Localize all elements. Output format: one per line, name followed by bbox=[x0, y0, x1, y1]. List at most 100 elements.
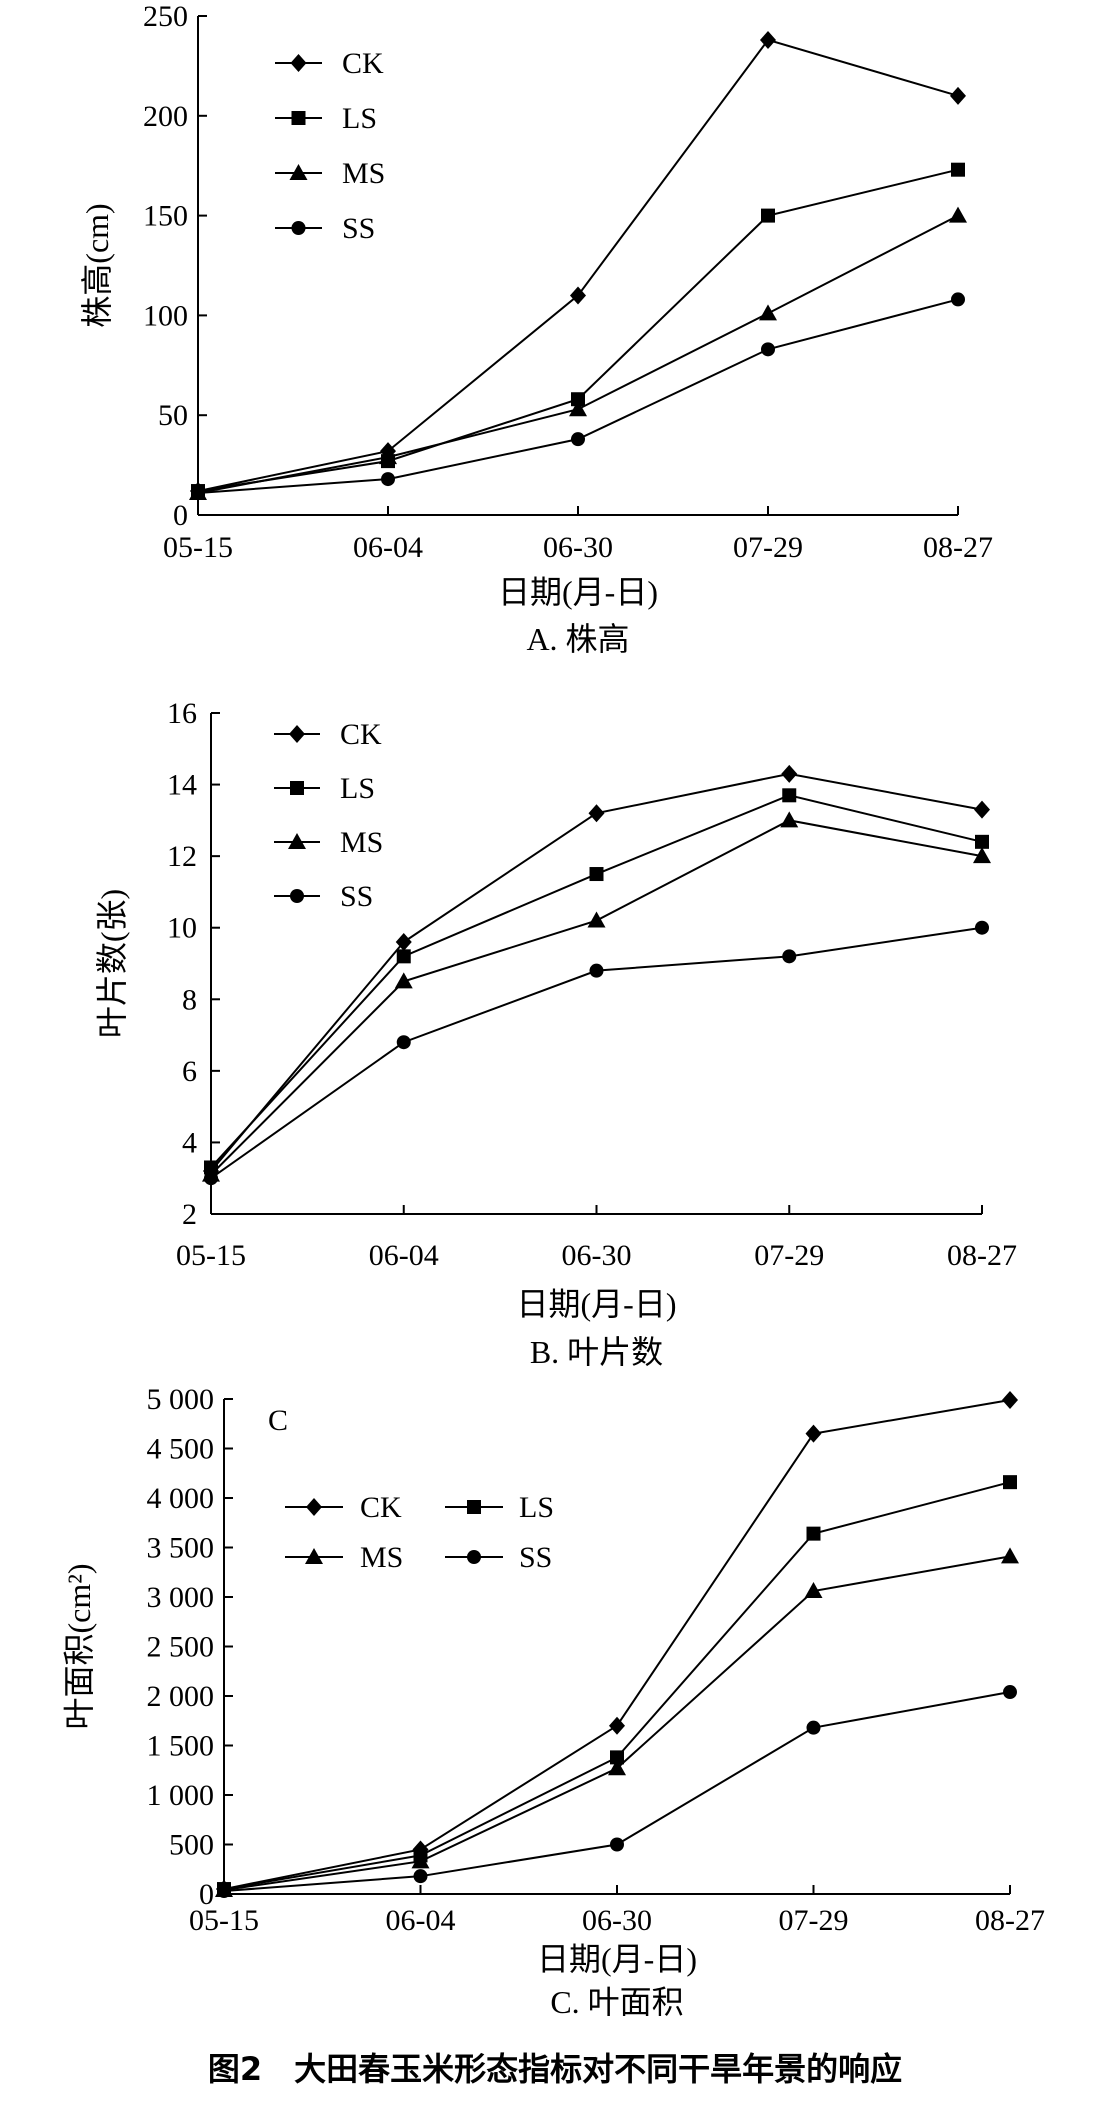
data-point bbox=[805, 1424, 822, 1443]
legend-label: CK bbox=[342, 47, 384, 80]
legend-marker bbox=[291, 221, 306, 235]
x-tick-label: 08-27 bbox=[947, 1239, 1017, 1272]
legend-marker bbox=[306, 1498, 322, 1516]
panel-title: C. 叶面积 bbox=[550, 1984, 683, 2020]
data-point bbox=[782, 788, 797, 803]
data-point bbox=[951, 292, 965, 307]
legend-label: MS bbox=[342, 157, 385, 190]
y-tick-label: 4 000 bbox=[147, 1482, 215, 1515]
data-point bbox=[1001, 1547, 1019, 1564]
data-point bbox=[781, 764, 798, 783]
data-point bbox=[610, 1750, 624, 1765]
data-point bbox=[760, 30, 776, 49]
data-point bbox=[609, 1716, 625, 1735]
legend-marker bbox=[289, 725, 305, 743]
y-tick-label: 12 bbox=[167, 840, 197, 873]
legend-marker bbox=[467, 1500, 481, 1514]
panel-title: A. 株高 bbox=[526, 621, 629, 657]
series-ss bbox=[217, 1685, 1017, 1899]
legend-marker bbox=[289, 164, 308, 180]
legend-label: MS bbox=[340, 826, 383, 859]
legend: CK LS MS SS bbox=[275, 47, 385, 245]
y-tick-label: 4 500 bbox=[147, 1433, 215, 1466]
y-tick-label: 150 bbox=[143, 200, 188, 233]
x-tick-label: 07-29 bbox=[733, 531, 803, 564]
data-point bbox=[570, 286, 586, 305]
x-tick-label: 07-29 bbox=[779, 1904, 849, 1937]
y-tick-label: 1 000 bbox=[147, 1779, 215, 1812]
legend-label: CK bbox=[340, 718, 382, 751]
series-ck bbox=[216, 1390, 1018, 1899]
y-tick-label: 8 bbox=[182, 983, 197, 1016]
series-ss bbox=[204, 920, 989, 1186]
y-tick-label: 2 bbox=[182, 1198, 197, 1231]
y-tick-label: 100 bbox=[143, 299, 188, 332]
data-point bbox=[379, 448, 397, 465]
y-tick-label: 50 bbox=[158, 399, 188, 432]
y-tick-label: 5 000 bbox=[147, 1383, 215, 1416]
x-tick-label: 05-15 bbox=[163, 531, 233, 564]
legend-item-ss: SS bbox=[274, 880, 373, 913]
y-tick-label: 0 bbox=[199, 1878, 214, 1911]
y-tick-label: 500 bbox=[169, 1829, 214, 1862]
data-point bbox=[950, 86, 966, 105]
series-ls bbox=[191, 162, 965, 499]
series-line bbox=[197, 38, 959, 493]
data-point bbox=[1003, 1475, 1017, 1490]
legend-marker bbox=[467, 1550, 481, 1564]
x-axis-label: 日期(月-日) bbox=[498, 574, 658, 610]
data-point bbox=[396, 1035, 411, 1050]
legend: CK LS MS SS bbox=[274, 718, 383, 913]
data-point bbox=[191, 486, 205, 501]
legend-label: SS bbox=[340, 880, 373, 913]
series-line bbox=[210, 794, 983, 1169]
x-tick-label: 08-27 bbox=[923, 531, 993, 564]
legend-label: LS bbox=[519, 1491, 554, 1524]
legend-item-ck: CK bbox=[275, 47, 384, 80]
data-point bbox=[806, 1526, 821, 1541]
y-axis-label: 叶片数(张) bbox=[94, 889, 130, 1038]
x-tick-label: 06-04 bbox=[353, 531, 423, 564]
data-point bbox=[761, 342, 775, 357]
x-tick-label: 06-30 bbox=[543, 531, 613, 564]
legend-item-ls: LS bbox=[275, 102, 377, 135]
data-point bbox=[396, 949, 411, 964]
series-ls bbox=[217, 1475, 1017, 1897]
legend-marker bbox=[291, 111, 306, 125]
chart-panel-3: 0 500 1 000 1 500 2 000 2 500 3 000 3 500 4 000 4… bbox=[61, 1383, 1045, 2020]
legend-marker bbox=[305, 1548, 323, 1564]
series-ms bbox=[202, 811, 991, 1182]
data-point bbox=[381, 472, 395, 487]
data-point bbox=[951, 162, 965, 177]
data-point bbox=[804, 1582, 823, 1599]
data-point bbox=[588, 804, 605, 823]
data-point bbox=[204, 1171, 218, 1186]
chart-panel-2: 2 4 6 8 10 12 14 16 05-15 06-04 06-30 07-29 08-27 叶片数… bbox=[94, 697, 1017, 1370]
data-point bbox=[589, 963, 604, 978]
data-point bbox=[394, 972, 413, 989]
legend-label: SS bbox=[519, 1541, 552, 1574]
legend-label: CK bbox=[360, 1491, 402, 1524]
data-point bbox=[571, 392, 585, 407]
data-point bbox=[217, 1884, 231, 1899]
y-tick-label: 3 000 bbox=[147, 1581, 215, 1614]
legend-item-ck: CK bbox=[285, 1491, 402, 1524]
legend-marker bbox=[290, 54, 307, 72]
data-point bbox=[780, 811, 799, 828]
y-tick-label: 250 bbox=[143, 0, 188, 33]
x-axis-label: 日期(月-日) bbox=[537, 1941, 697, 1977]
y-tick-label: 0 bbox=[173, 499, 188, 532]
data-point bbox=[571, 432, 585, 447]
x-tick-label: 05-15 bbox=[189, 1904, 259, 1937]
series-line bbox=[197, 214, 959, 495]
x-tick-label: 06-04 bbox=[386, 1904, 456, 1937]
data-point bbox=[1002, 1390, 1018, 1409]
x-tick-label: 06-04 bbox=[369, 1239, 439, 1272]
series-line bbox=[223, 1481, 1011, 1891]
data-point bbox=[761, 208, 775, 223]
y-axis-label: 株高(cm) bbox=[79, 203, 115, 327]
y-tick-label: 2 000 bbox=[147, 1680, 215, 1713]
legend-label: SS bbox=[342, 212, 375, 245]
series-ls bbox=[204, 788, 989, 1175]
